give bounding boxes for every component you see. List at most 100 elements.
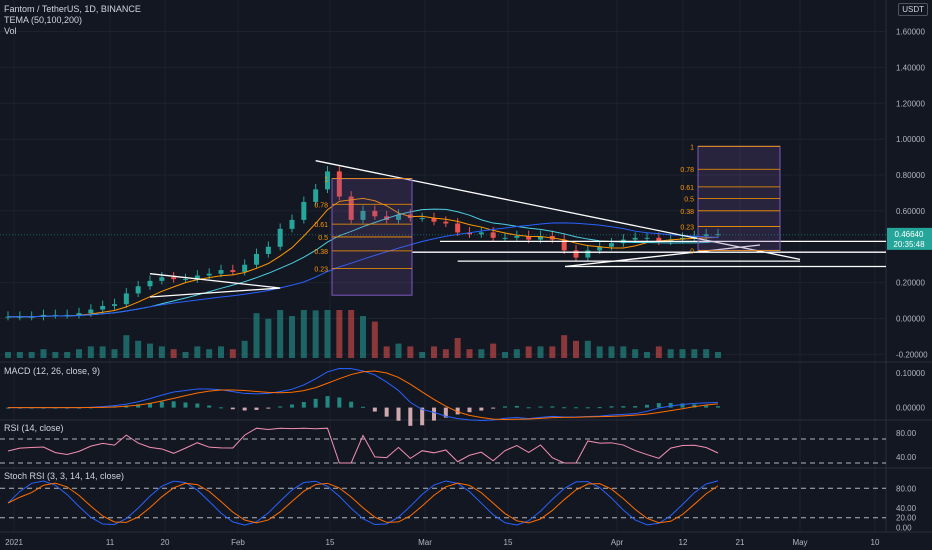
price-axis-label: 0.00000 bbox=[896, 315, 925, 324]
fib-level-label: 0.61 bbox=[314, 222, 328, 229]
stochrsi-label: Stoch RSI (3, 3, 14, 14, close) bbox=[4, 471, 125, 481]
volume-bar bbox=[419, 352, 426, 358]
volume-bar bbox=[76, 349, 82, 358]
macd-histogram-bar bbox=[266, 407, 271, 409]
candle-body bbox=[490, 232, 496, 238]
candle-body bbox=[206, 273, 212, 276]
currency-badge[interactable]: USDT bbox=[898, 3, 928, 16]
macd-histogram-bar bbox=[337, 397, 342, 408]
stoch-axis-label: 80.00 bbox=[896, 484, 917, 493]
macd-histogram-bar bbox=[479, 407, 484, 411]
candle-body bbox=[313, 189, 319, 202]
candle-body bbox=[597, 246, 603, 251]
macd-histogram-bar bbox=[609, 406, 614, 408]
stoch-axis-label: 0.00 bbox=[896, 524, 912, 533]
macd-histogram-bar bbox=[550, 406, 555, 408]
candle-body bbox=[112, 304, 117, 306]
macd-histogram-bar bbox=[349, 401, 354, 408]
macd-histogram-bar bbox=[633, 406, 638, 408]
candle-body bbox=[455, 223, 461, 233]
macd-histogram-bar bbox=[254, 407, 259, 410]
volume-bar bbox=[644, 352, 650, 358]
volume-bar bbox=[573, 340, 579, 358]
volume-bar bbox=[525, 346, 532, 358]
macd-histogram-bar bbox=[585, 407, 590, 409]
vol-label: Vol bbox=[4, 26, 17, 36]
macd-axis-label: 0.10000 bbox=[896, 369, 925, 378]
price-tag bbox=[887, 227, 932, 250]
price-tag-timer: 20:35:48 bbox=[893, 240, 925, 249]
volume-bar bbox=[490, 343, 497, 358]
candle-body bbox=[88, 309, 94, 314]
volume-bar bbox=[442, 349, 449, 358]
candle-body bbox=[147, 280, 153, 287]
volume-bar bbox=[371, 321, 378, 358]
candle-body bbox=[632, 237, 638, 240]
volume-bar bbox=[170, 349, 177, 358]
macd-histogram-bar bbox=[159, 401, 164, 408]
candle-body bbox=[419, 218, 425, 220]
candle-body bbox=[644, 237, 650, 239]
volume-bar bbox=[87, 346, 94, 358]
volume-bar bbox=[655, 346, 662, 358]
candle-body bbox=[76, 313, 82, 315]
volume-bar bbox=[596, 346, 603, 358]
macd-histogram-bar bbox=[574, 407, 578, 409]
macd-histogram-bar bbox=[219, 407, 223, 409]
candle-body bbox=[396, 214, 401, 220]
tema-line-200 bbox=[8, 222, 719, 318]
candle-body bbox=[526, 236, 532, 240]
volume-bar bbox=[300, 310, 307, 358]
macd-histogram-bar bbox=[278, 406, 283, 408]
macd-histogram-bar bbox=[455, 407, 460, 415]
macd-histogram-bar bbox=[171, 401, 176, 408]
fib-level-label: 0.5 bbox=[318, 235, 328, 242]
volume-bar bbox=[324, 310, 331, 358]
candle-body bbox=[135, 286, 141, 294]
signal-line bbox=[8, 370, 719, 420]
volume-bar bbox=[466, 349, 473, 358]
volume-bar bbox=[407, 346, 414, 358]
candle-body bbox=[301, 201, 307, 220]
price-axis-label: -0.20000 bbox=[896, 350, 928, 359]
candle-body bbox=[242, 264, 248, 272]
price-axis-label: 1.60000 bbox=[896, 28, 925, 37]
macd-histogram-bar bbox=[148, 402, 152, 408]
macd-histogram-bar bbox=[230, 407, 235, 410]
time-axis-label: 10 bbox=[871, 538, 880, 547]
volume-bar bbox=[218, 346, 224, 358]
volume-bar bbox=[241, 340, 248, 358]
volume-bar bbox=[715, 352, 721, 358]
macd-histogram-bar bbox=[183, 402, 188, 408]
fib-level-label: 0.78 bbox=[680, 167, 694, 174]
volume-bar bbox=[537, 346, 544, 358]
candle-body bbox=[348, 196, 354, 220]
volume-bar bbox=[395, 343, 402, 358]
candle-body bbox=[360, 210, 366, 220]
candle-body bbox=[100, 305, 106, 310]
volume-bar bbox=[206, 349, 213, 358]
price-tag-value: 0.46640 bbox=[895, 230, 924, 239]
macd-histogram-bar bbox=[692, 404, 697, 408]
candle-body bbox=[585, 250, 591, 258]
candle-body bbox=[478, 232, 484, 235]
macd-histogram-bar bbox=[491, 407, 496, 409]
candle-body bbox=[538, 236, 543, 240]
rsi-axis-label: 40.00 bbox=[896, 453, 917, 462]
candle-body bbox=[372, 210, 378, 217]
time-axis-label: 12 bbox=[679, 538, 688, 547]
price-axis-label: 0.20000 bbox=[896, 279, 925, 288]
macd-histogram-bar bbox=[645, 404, 649, 408]
macd-histogram-bar bbox=[443, 407, 448, 418]
rsi-axis-label: 80.00 bbox=[896, 429, 917, 438]
candle-body bbox=[277, 228, 283, 247]
volume-bar bbox=[691, 349, 698, 358]
macd-histogram-bar bbox=[290, 404, 294, 408]
macd-histogram-bar bbox=[420, 407, 425, 426]
volume-bar bbox=[502, 352, 508, 358]
volume-bar bbox=[478, 349, 485, 358]
candle-body bbox=[194, 275, 200, 280]
volume-bar bbox=[5, 352, 11, 358]
